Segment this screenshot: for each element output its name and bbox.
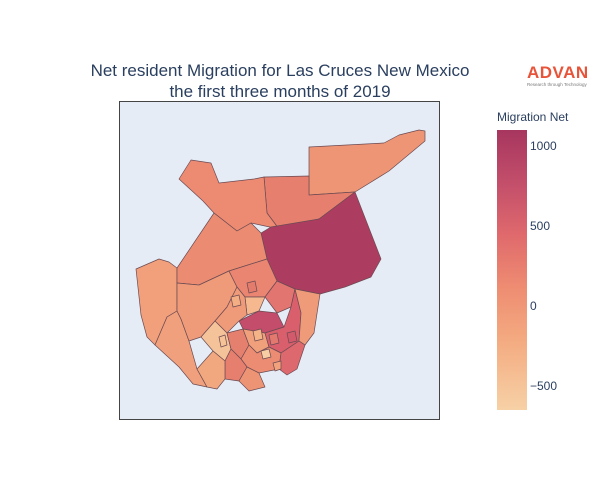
region-south-c[interactable] [278,340,306,376]
region-small-7[interactable] [286,330,298,344]
region-small-1[interactable] [252,328,264,342]
region-small-5[interactable] [246,280,258,294]
colorbar [497,130,527,410]
legend-title: Migration Net [497,110,569,124]
region-small-4[interactable] [230,294,242,308]
region-small-6[interactable] [218,334,228,348]
region-west-south[interactable] [154,310,208,388]
colorbar-tick-0: 1000 [530,139,557,153]
region-small-8[interactable] [272,360,282,372]
chart-title: Net resident Migration for Las Cruces Ne… [60,60,500,102]
advan-logo: ADVAN Research through Technology [527,64,597,88]
logo-tagline: Research through Technology [527,82,587,87]
colorbar-tick-2: 0 [530,299,537,313]
chart-title-line1: Net resident Migration for Las Cruces Ne… [90,61,470,80]
colorbar-tick-1: 500 [530,219,551,233]
region-small-2[interactable] [268,332,280,346]
logo-wordmark: ADVAN [527,63,589,82]
region-south-e[interactable] [238,366,266,392]
region-south-d[interactable] [196,350,226,390]
chart-title-line2: the first three months of 2019 [169,82,391,101]
region-small-3[interactable] [260,348,272,360]
choropleth-map[interactable] [119,101,440,420]
colorbar-tick-3: −500 [530,379,558,393]
